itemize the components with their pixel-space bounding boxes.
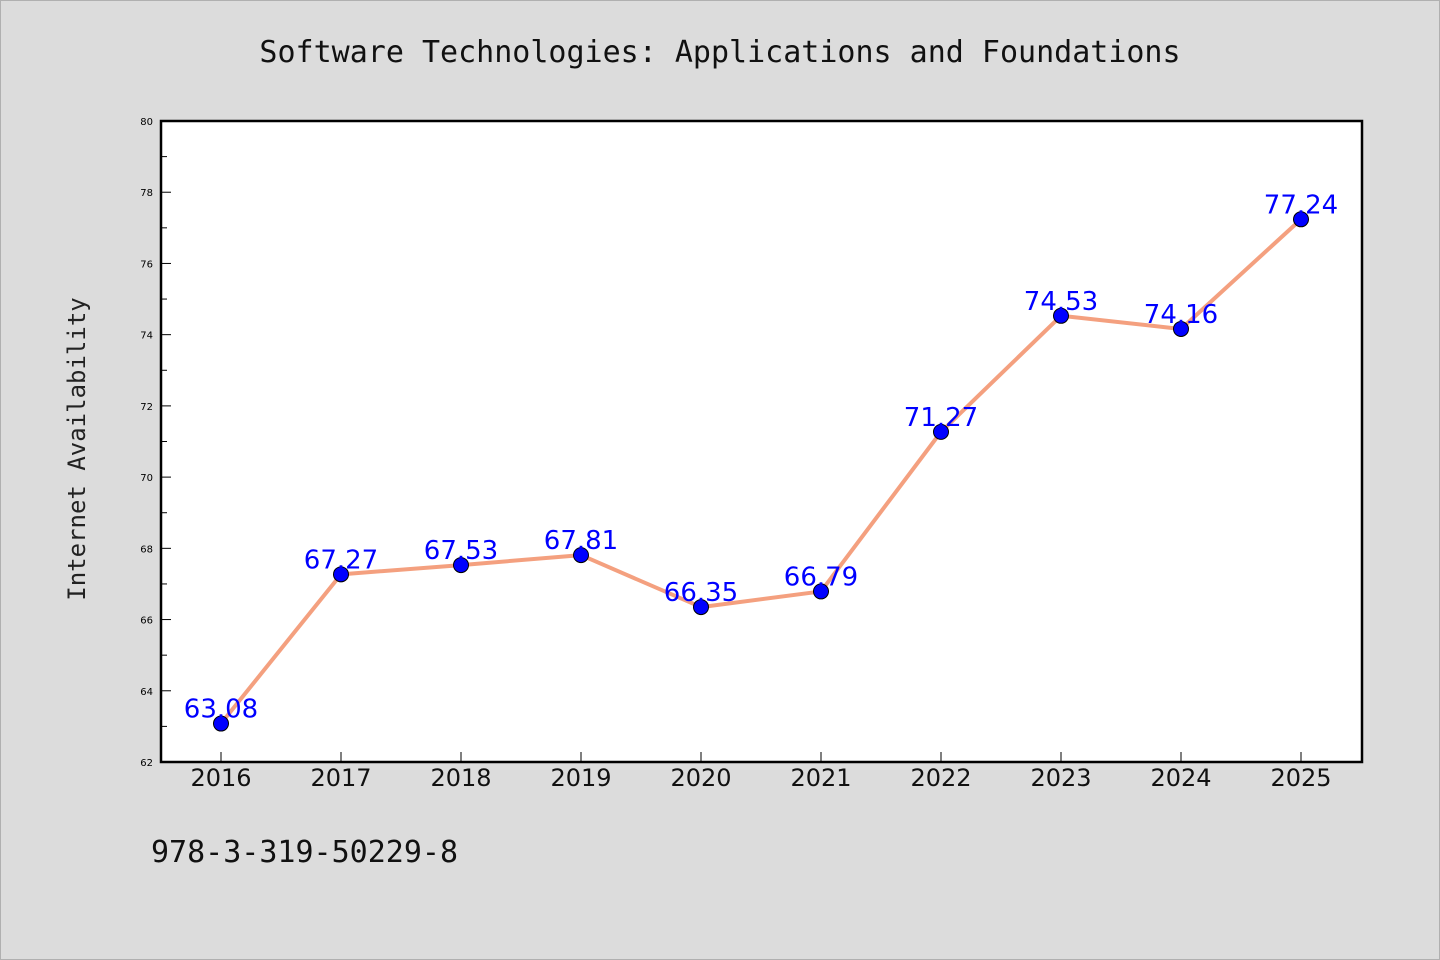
data-label: 77.24 — [1264, 190, 1338, 220]
x-tick-label: 2021 — [790, 764, 851, 792]
y-tick-label: 80 — [140, 117, 153, 128]
data-point — [1173, 320, 1189, 337]
data-label: 67.27 — [304, 545, 378, 575]
y-tick-label: 66 — [140, 616, 153, 627]
y-tick-label: 78 — [140, 188, 153, 199]
data-point — [333, 566, 349, 583]
chart-title: Software Technologies: Applications and … — [259, 35, 1181, 70]
data-point — [693, 599, 709, 616]
data-point — [453, 557, 469, 574]
y-tick-label: 74 — [140, 331, 153, 342]
data-point — [1053, 307, 1069, 324]
data-label: 74.16 — [1144, 300, 1218, 330]
plot-area — [159, 119, 1364, 764]
x-tick-label: 2016 — [190, 764, 251, 792]
data-label: 66.79 — [784, 562, 858, 592]
isbn-text: 978-3-319-50229-8 — [151, 835, 459, 870]
x-tick-label: 2019 — [550, 764, 611, 792]
data-point — [573, 547, 589, 564]
data-label: 63.08 — [184, 695, 258, 725]
y-tick-label: 64 — [140, 687, 153, 698]
data-label: 74.53 — [1024, 287, 1098, 317]
data-point — [213, 715, 229, 732]
data-point — [933, 423, 949, 440]
data-label: 67.81 — [544, 526, 618, 556]
y-tick-label: 76 — [140, 259, 153, 270]
data-point — [813, 583, 829, 600]
x-tick-label: 2017 — [310, 764, 371, 792]
data-label: 67.53 — [424, 536, 498, 566]
x-tick-label: 2023 — [1030, 764, 1091, 792]
data-label: 66.35 — [664, 578, 738, 608]
y-tick-label: 68 — [140, 544, 153, 555]
data-label: 71.27 — [904, 403, 978, 433]
x-tick-label: 2024 — [1150, 764, 1211, 792]
x-tick-label: 2018 — [430, 764, 491, 792]
x-tick-label: 2020 — [670, 764, 731, 792]
y-tick-label: 72 — [140, 402, 153, 413]
y-tick-label: 62 — [140, 758, 153, 769]
y-tick-label: 70 — [140, 473, 153, 484]
x-tick-label: 2022 — [910, 764, 971, 792]
data-point — [1293, 211, 1309, 228]
series-line — [219, 217, 1303, 725]
x-tick-label: 2025 — [1270, 764, 1331, 792]
